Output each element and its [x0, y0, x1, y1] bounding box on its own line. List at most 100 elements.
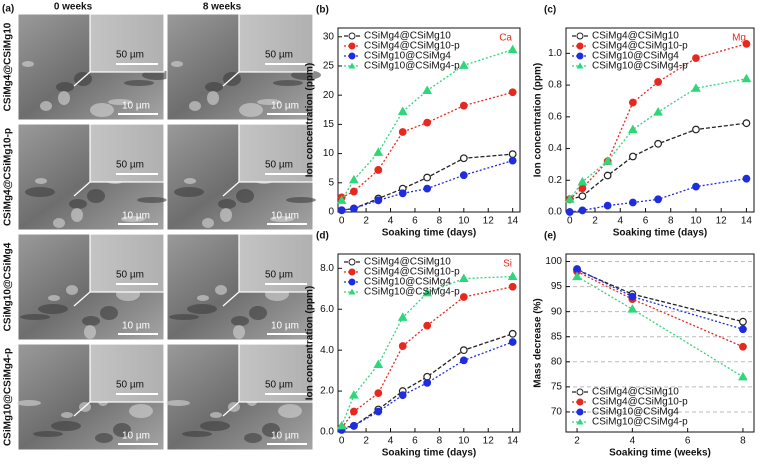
marker: [349, 187, 358, 196]
panel-label: (d): [316, 231, 329, 242]
marker: [572, 271, 582, 281]
series-line: [576, 269, 744, 323]
marker: [654, 195, 663, 204]
x-tick-label: 8: [668, 216, 674, 227]
marker: [691, 83, 701, 92]
marker: [423, 184, 432, 193]
marker: [398, 342, 407, 350]
marker: [738, 371, 748, 381]
sem-texture: [100, 306, 118, 320]
legend-label: CSiMg4@CSiMg10-p: [364, 41, 460, 52]
marker: [603, 201, 612, 210]
legend-marker: [348, 268, 356, 276]
legend-label: CSiMg10@CSiMg4: [592, 51, 679, 62]
sem-texture: [278, 404, 302, 418]
sem-texture: [187, 304, 217, 314]
sem-texture: [20, 314, 50, 320]
marker: [336, 420, 347, 430]
legend-label: CSiMg4@CSiMg10: [592, 31, 679, 42]
marker: [349, 390, 359, 399]
legend-label: CSiMg4@CSiMg10: [592, 387, 679, 398]
panel-label: (b): [316, 5, 329, 16]
marker: [739, 317, 747, 326]
sem-texture: [95, 433, 113, 443]
marker: [508, 329, 517, 338]
panel-label: (e): [544, 231, 556, 242]
scale-label: 50 µm: [265, 380, 293, 391]
x-tick-label: 2: [363, 436, 369, 447]
annotation: Mg: [732, 33, 746, 44]
legend-label: CSiMg10@CSiMg4-p: [364, 61, 460, 72]
marker: [458, 273, 469, 283]
marker: [741, 73, 752, 83]
legend-label: CSiMg4@CSiMg10: [364, 31, 451, 42]
y-axis-title: Mass decrease (%): [533, 298, 544, 388]
x-tick-label: 10: [690, 216, 702, 227]
sem-texture: [205, 82, 223, 92]
legend-marker: [576, 398, 584, 406]
y-tick-label: 0.0: [320, 427, 334, 438]
x-tick-label: 12: [483, 216, 495, 227]
sem-texture: [56, 82, 74, 92]
row-label: CSiMg4@CSiMg10-p: [3, 128, 14, 226]
legend-marker: [576, 408, 584, 416]
series-line: [569, 122, 747, 200]
scale-label: 50 µm: [265, 160, 293, 171]
sem-texture: [113, 423, 131, 437]
marker: [578, 192, 587, 201]
y-tick-label: 0.2: [548, 175, 562, 186]
marker: [508, 150, 517, 159]
sem-texture: [90, 103, 114, 117]
sem-texture: [184, 178, 196, 184]
row-label: CSiMg4@CSiMg10: [3, 22, 14, 111]
scale-label: 50 µm: [116, 270, 144, 281]
scale-label: 10 µm: [271, 101, 299, 112]
series-line: [341, 286, 513, 429]
y-tick-label: 90: [551, 306, 563, 317]
x-tick-label: 10: [458, 436, 470, 447]
chart: (b) 0 5 10 15 20 25 30 0 2 4 6 8 10 12 14 Soaking time (…: [305, 5, 521, 239]
y-tick-label: 100: [545, 256, 562, 267]
sem-texture: [202, 218, 214, 228]
row-label: CSiMg10@CSiMg4: [3, 242, 14, 331]
legend-marker: [348, 258, 356, 266]
x-tick-label: 0: [567, 216, 573, 227]
x-tick-label: 14: [507, 436, 519, 447]
sem-texture: [169, 314, 199, 320]
legend-marker: [348, 32, 356, 40]
marker: [628, 98, 637, 107]
inset-pointer: [73, 181, 91, 197]
sem-inset: [238, 13, 314, 73]
sem-texture: [22, 61, 34, 67]
x-tick-label: 8: [740, 436, 746, 447]
marker: [577, 176, 588, 186]
sem-texture: [239, 103, 263, 117]
series-line: [576, 268, 744, 330]
sem-texture: [108, 99, 132, 105]
legend-label: CSiMg10@CSiMg4-p: [592, 417, 688, 428]
marker: [508, 282, 517, 291]
sem-texture: [40, 101, 52, 111]
sem-texture: [137, 197, 167, 203]
sem-texture: [84, 325, 96, 339]
y-tick-label: 10: [323, 148, 335, 159]
series-line: [341, 153, 513, 211]
marker: [459, 101, 468, 110]
column-label: 0 weeks: [54, 2, 93, 13]
scale-label: 10 µm: [122, 431, 150, 442]
inset-pointer: [73, 291, 91, 307]
row-label: CSiMg10@CSiMg4-p: [3, 348, 14, 446]
marker: [602, 156, 613, 165]
series-line: [341, 91, 513, 198]
y-tick-label: 30: [323, 31, 335, 42]
x-tick-label: 2: [574, 436, 580, 447]
y-tick-label: 95: [551, 281, 563, 292]
marker: [459, 293, 468, 301]
marker: [349, 407, 358, 416]
inset-pointer: [73, 71, 91, 87]
sem-texture: [273, 80, 303, 86]
annotation: Si: [503, 259, 512, 270]
scale-label: 10 µm: [271, 211, 299, 222]
sem-texture: [270, 216, 294, 222]
sem-texture: [51, 421, 81, 431]
